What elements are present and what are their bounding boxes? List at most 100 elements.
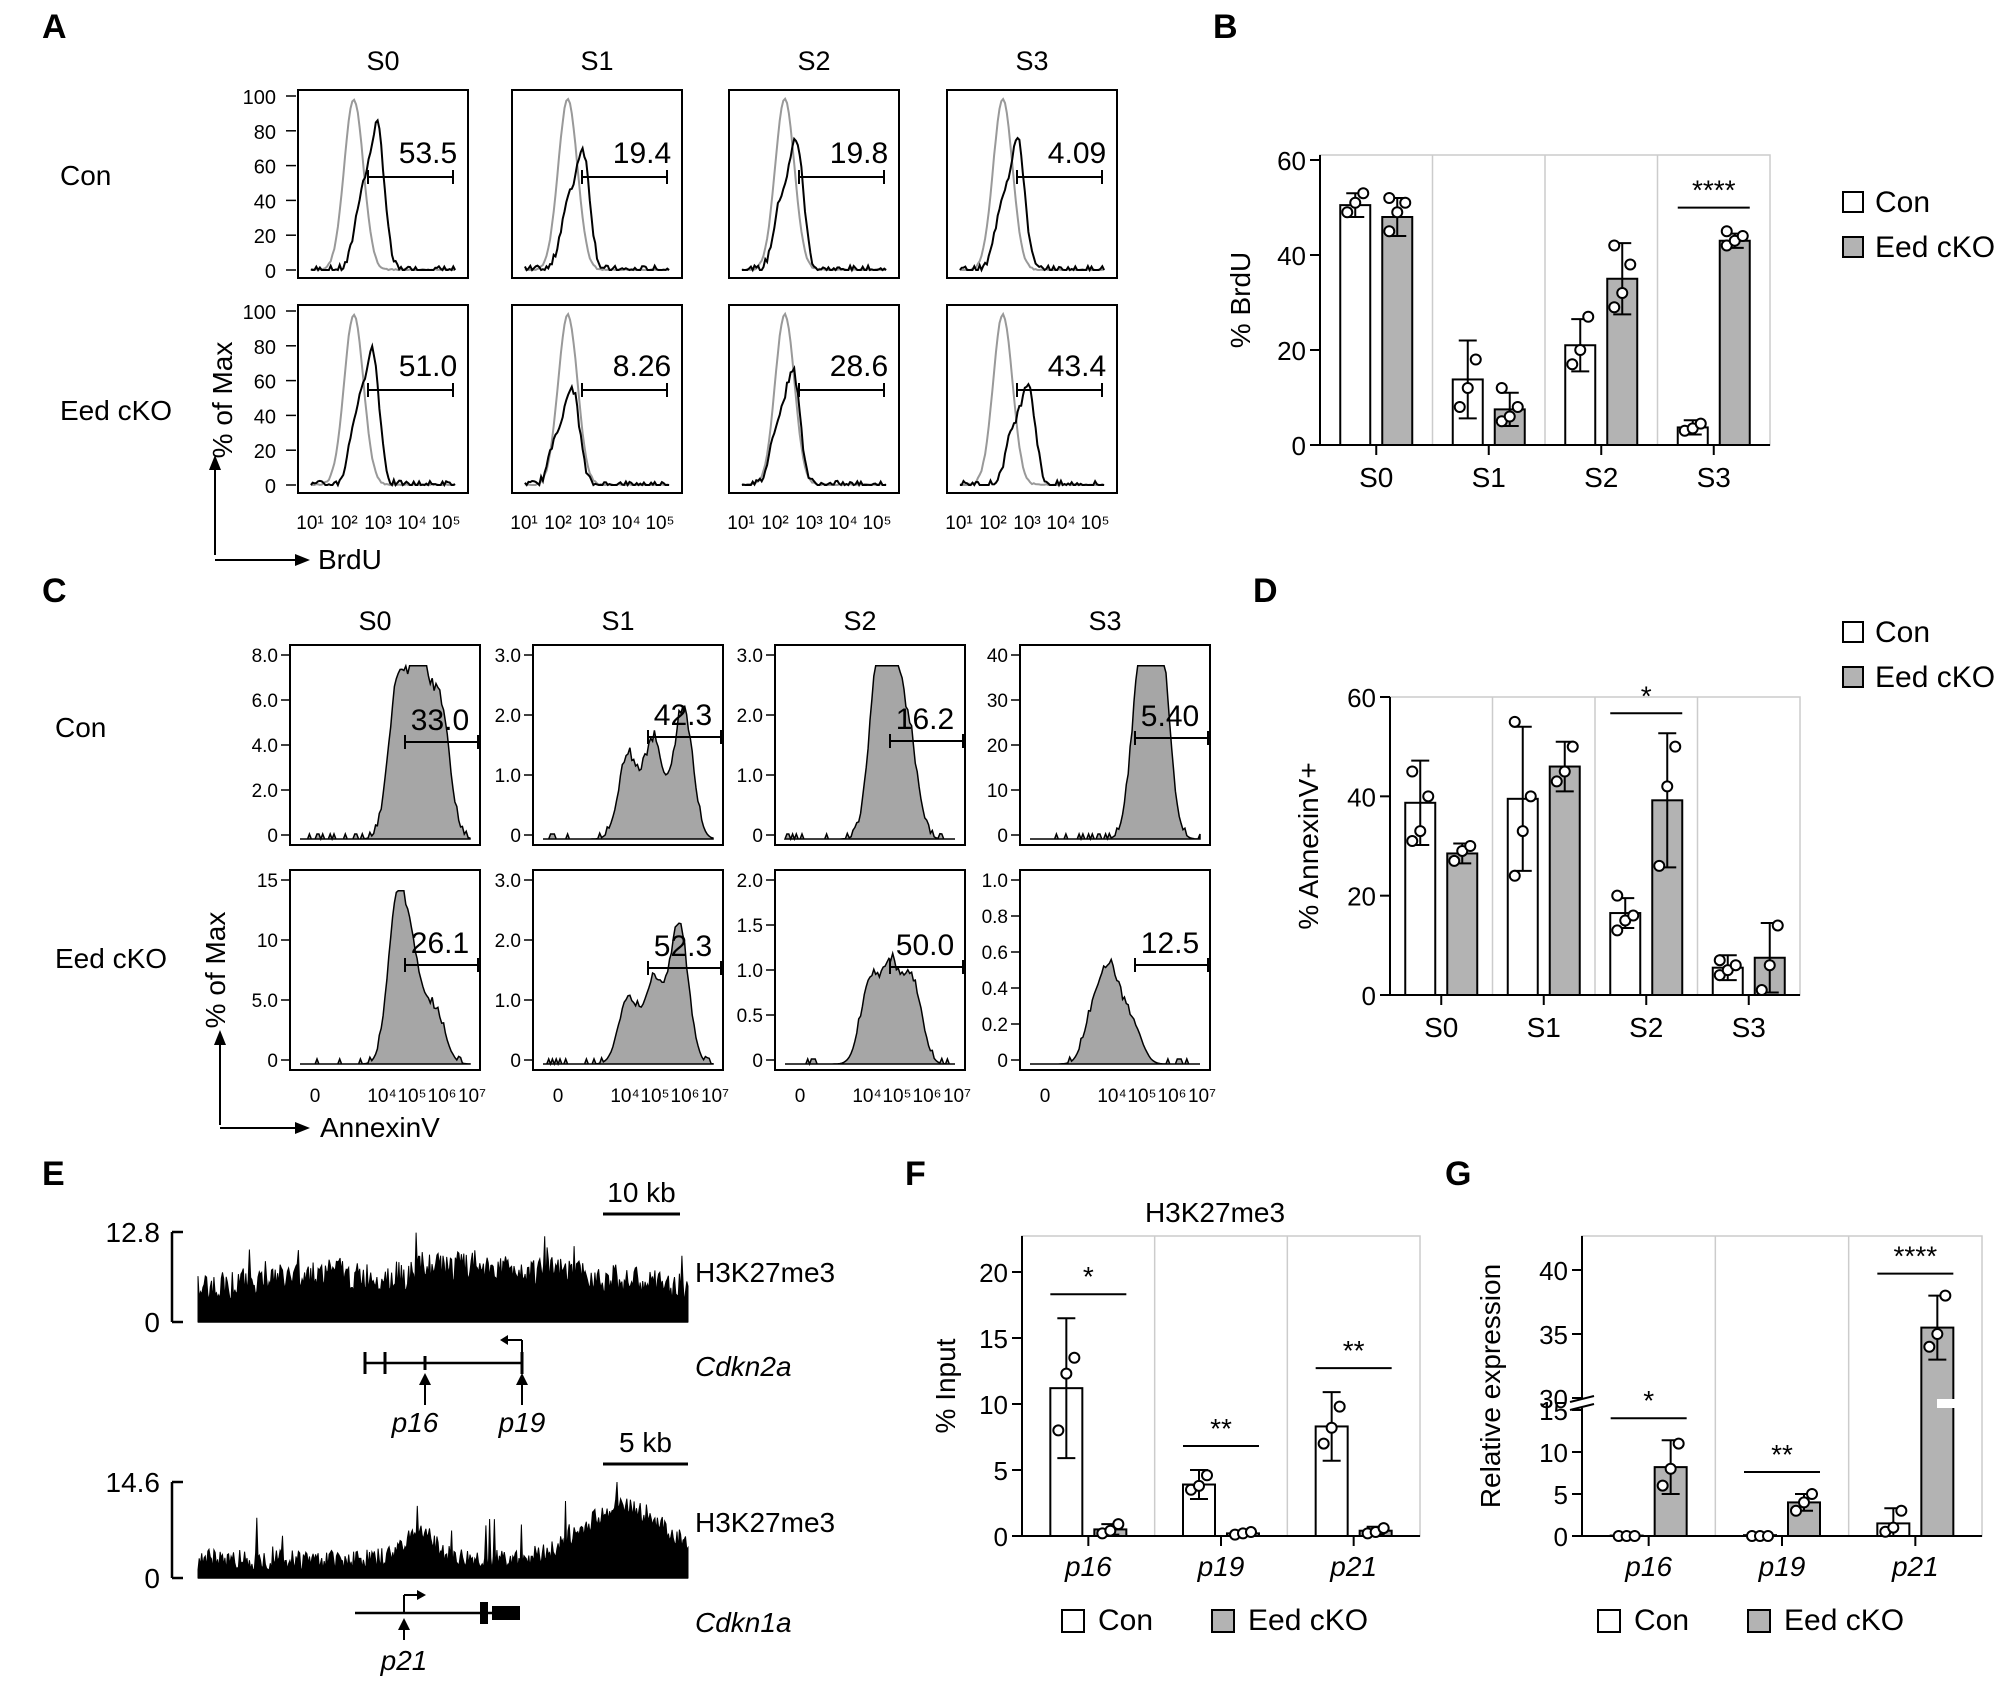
f-data-point: [1193, 1479, 1205, 1492]
c-y-tick: 40: [987, 646, 1008, 667]
c-y-tick: 1.0: [737, 961, 763, 982]
panel-letter-e: E: [42, 1155, 65, 1193]
a-y-tick: 80: [254, 122, 276, 144]
c-y-tick: 0: [510, 826, 521, 847]
b-data-point: [1720, 225, 1733, 238]
d-data-point: [1729, 959, 1742, 972]
d-data-point: [1516, 825, 1529, 838]
f-y-tick: 10: [979, 1390, 1008, 1420]
d-data-point: [1755, 984, 1768, 997]
c-y-tick: 6.0: [252, 691, 278, 712]
b-legend-swatch: [1842, 236, 1864, 258]
a-gate-value: 43.4: [1048, 350, 1106, 383]
e-marker-label: p16: [391, 1407, 439, 1438]
a-control-histogram: [310, 312, 456, 487]
c-y-tick: 15: [257, 871, 278, 892]
c-histogram-frame: [532, 869, 724, 1071]
e-exon: [480, 1602, 488, 1624]
a-gate-value: 19.4: [613, 137, 671, 170]
a-y-tick: 100: [243, 302, 276, 324]
c-gate-value: 16.2: [896, 703, 954, 736]
e-track-ymax: 12.8: [106, 1217, 161, 1248]
g-data-point: [1628, 1530, 1641, 1542]
b-data-point: [1616, 287, 1629, 299]
a-y-tick: 80: [254, 337, 276, 359]
c-y-tick: 2.0: [495, 706, 521, 727]
b-data-point: [1582, 310, 1595, 323]
b-bar-cko: [1381, 216, 1414, 446]
g-category-label: p19: [1758, 1551, 1806, 1582]
d-y-tick: 20: [1347, 882, 1376, 912]
c-histogram-frame: [289, 869, 481, 1071]
b-y-tick: 40: [1277, 241, 1306, 271]
g-bar-cko: [1920, 1326, 1955, 1537]
d-data-point: [1611, 924, 1624, 937]
c-gate-value: 33.0: [411, 704, 469, 737]
c-y-tick: 0.5: [737, 1006, 763, 1027]
d-category-label: S0: [1424, 1012, 1458, 1043]
g-legend-swatch: [1597, 1609, 1621, 1633]
f-bar-con: [1049, 1387, 1084, 1538]
a-x-tick: 10⁴: [1046, 513, 1075, 534]
panel-letter-c: C: [42, 572, 67, 610]
c-y-tick: 2.0: [737, 706, 763, 727]
c-x-tick: 0: [1040, 1086, 1051, 1107]
g-category-label: p21: [1891, 1551, 1939, 1582]
c-y-tick: 3.0: [495, 646, 521, 667]
g-legend-label: Con: [1634, 1604, 1689, 1637]
b-legend-label: Eed cKO: [1875, 231, 1995, 264]
b-data-point: [1461, 382, 1474, 394]
c-y-tick: 30: [987, 691, 1008, 712]
e-scale-label: 5 kb: [619, 1427, 672, 1458]
a-brdu-histogram: [741, 365, 887, 488]
d-data-point: [1406, 835, 1419, 848]
a-gate-value: 19.8: [830, 137, 888, 170]
g-legend-label: Eed cKO: [1784, 1604, 1904, 1637]
a-arrow-head: [209, 455, 221, 470]
c-y-tick: 0: [752, 1051, 763, 1072]
d-legend-label: Con: [1875, 616, 1930, 649]
f-category-label: p21: [1329, 1551, 1377, 1582]
c-arrow-head: [214, 1030, 226, 1045]
c-stage-label: S3: [1088, 606, 1121, 636]
g-legend-swatch: [1747, 1609, 1771, 1633]
a-y-tick: 0: [265, 476, 276, 498]
a-gate-value: 51.0: [399, 350, 457, 383]
f-category-label: p19: [1197, 1551, 1245, 1582]
f-y-axis-label: % Input: [930, 1338, 961, 1433]
a-stage-label: S3: [1015, 46, 1048, 76]
c-annexin-histogram: [783, 665, 955, 842]
a-control-histogram: [524, 311, 670, 487]
g-data-point: [1790, 1504, 1802, 1517]
d-data-point: [1771, 919, 1784, 932]
c-y-tick: 0: [752, 826, 763, 847]
c-histogram-frame: [774, 644, 966, 846]
g-data-point: [1664, 1462, 1677, 1475]
a-gate-value: 8.26: [613, 350, 671, 383]
e-track-ymax: 14.6: [106, 1467, 161, 1498]
c-annexin-histogram: [543, 922, 714, 1067]
c-x-tick: 10⁶: [428, 1086, 457, 1107]
g-data-point: [1806, 1488, 1818, 1500]
f-category-label: p16: [1064, 1551, 1112, 1582]
c-y-axis-label: % of Max: [200, 912, 231, 1029]
a-row-label: Con: [60, 160, 111, 191]
g-significance-label: **: [1771, 1439, 1793, 1470]
b-y-axis-label: % BrdU: [1225, 252, 1256, 348]
d-y-tick: 0: [1362, 981, 1376, 1011]
e-track-ymin: 0: [144, 1563, 160, 1594]
a-gate-value: 28.6: [830, 350, 888, 383]
b-category-label: S2: [1584, 462, 1618, 493]
c-x-tick: 10⁵: [1127, 1086, 1156, 1107]
b-data-point: [1453, 401, 1466, 413]
b-data-point: [1391, 206, 1404, 219]
c-x-tick: 10⁵: [397, 1086, 426, 1107]
f-data-point: [1377, 1522, 1390, 1535]
a-x-tick: 10²: [979, 513, 1006, 534]
c-gate-value: 50.0: [896, 929, 954, 962]
f-y-tick: 5: [994, 1456, 1008, 1486]
b-category-label: S0: [1359, 462, 1393, 493]
c-y-tick: 3.0: [737, 646, 763, 667]
c-x-tick: 10⁵: [882, 1086, 911, 1107]
b-y-tick: 60: [1277, 146, 1306, 176]
